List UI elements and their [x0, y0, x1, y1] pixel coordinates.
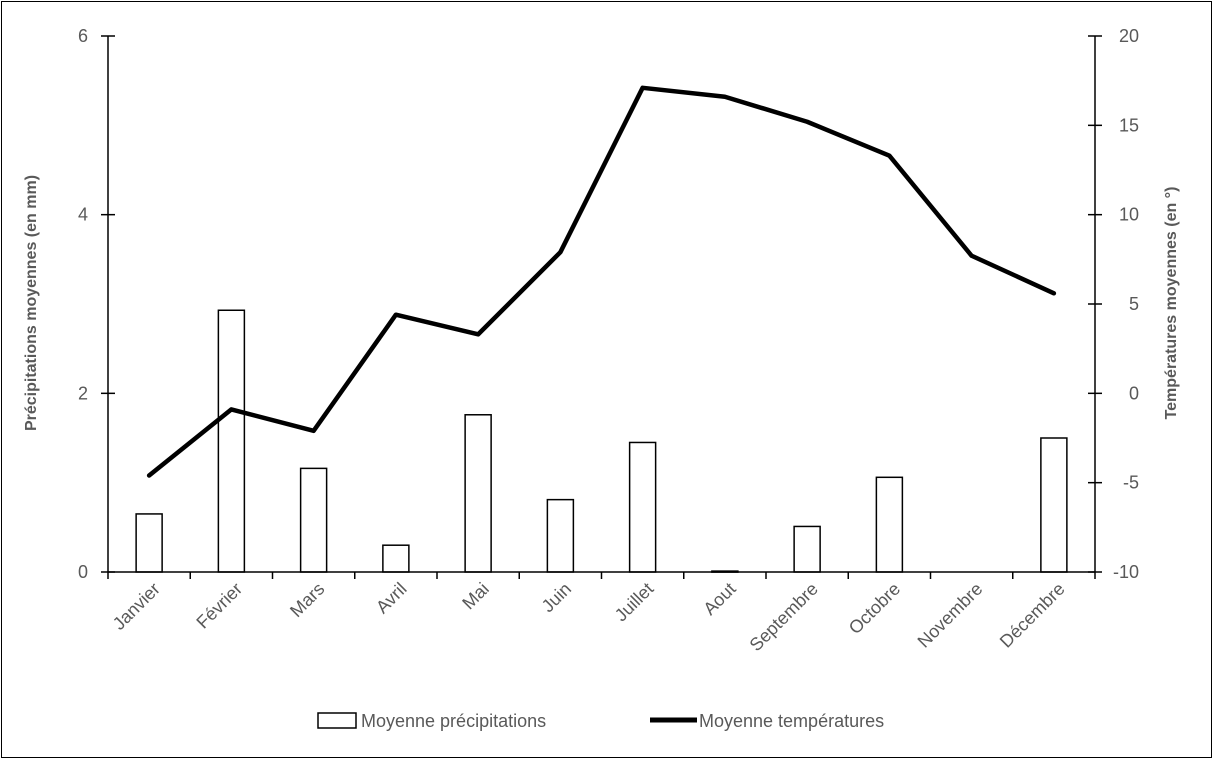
x-category-label-8: Septembre: [746, 579, 822, 655]
x-category-label-3: Avril: [372, 579, 411, 618]
left-tick-label-0: 0: [78, 562, 88, 582]
left-tick-label-2: 4: [78, 205, 88, 225]
right-axis-ticks: -10 -5 0 5 10 15 20: [1088, 26, 1139, 582]
left-axis-ticks: 0 2 4 6: [78, 26, 115, 582]
right-axis-title: Températures moyennes (en °): [1163, 187, 1180, 420]
left-tick-label-1: 2: [78, 383, 88, 403]
x-category-label-2: Mars: [286, 579, 328, 621]
right-tick-label-3: 5: [1129, 294, 1139, 314]
precipitation-bar-2: [299, 467, 328, 573]
x-category-label-1: Février: [192, 579, 246, 633]
legend: Moyenne précipitations Moyenne températu…: [317, 711, 884, 731]
x-category-label-10: Novembre: [914, 579, 987, 652]
precipitation-bar-5: [546, 498, 575, 573]
right-tick-label-5: 15: [1119, 115, 1139, 135]
x-category-label-9: Octobre: [845, 579, 904, 638]
precipitation-bar-1: [217, 309, 246, 573]
right-tick-label-6: 20: [1119, 26, 1139, 46]
right-tick-label-0: -10: [1113, 562, 1139, 582]
precipitation-bar-9: [875, 476, 904, 573]
precipitation-bar-8: [793, 525, 821, 573]
precipitation-bar-4: [464, 414, 492, 573]
temperature-line-layer: [146, 85, 1057, 478]
right-tick-label-2: 0: [1129, 383, 1139, 403]
precipitation-bar-11: [1040, 437, 1068, 573]
legend-precipitation-label: Moyenne précipitations: [361, 711, 546, 731]
precipitation-bars: [135, 309, 1068, 573]
x-axis-ticks: Janvier Février Mars Avril Mai Juin Juillet Aou…: [107, 572, 1096, 655]
legend-temperature-label: Moyenne températures: [699, 711, 884, 731]
right-tick-label-4: 10: [1119, 205, 1139, 225]
precipitation-bar-6: [628, 441, 657, 573]
legend-precipitation-swatch: [317, 712, 357, 729]
x-category-label-0: Janvier: [109, 579, 164, 634]
x-category-label-6: Juillet: [611, 579, 658, 626]
axes: [107, 36, 1096, 573]
x-category-label-5: Juin: [538, 579, 575, 616]
precipitation-bar-3: [382, 544, 410, 573]
x-category-label-11: Décembre: [996, 579, 1069, 652]
left-tick-label-3: 6: [78, 26, 88, 46]
x-category-label-7: Aout: [699, 579, 739, 619]
precipitation-bar-0: [135, 513, 163, 573]
right-tick-label-1: -5: [1123, 473, 1139, 493]
left-axis-title: Précipitations moyennes (en mm): [23, 175, 40, 431]
x-category-label-4: Mai: [458, 579, 493, 614]
temperature-line: [146, 85, 1057, 478]
